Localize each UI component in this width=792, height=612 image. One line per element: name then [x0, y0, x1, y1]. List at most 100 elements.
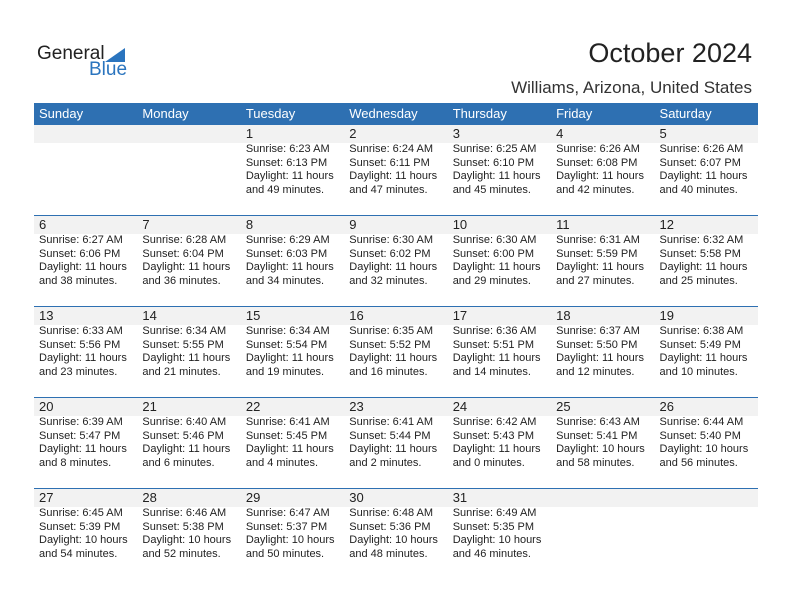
day-cell: 17 Sunrise: 6:36 AM Sunset: 5:51 PM Dayligh…	[448, 307, 551, 379]
day-number: 15	[245, 308, 261, 323]
daylight: Daylight: 11 hours	[142, 261, 231, 274]
week-row: 1 Sunrise: 6:23 AM Sunset: 6:13 PM Daylight…	[34, 125, 758, 215]
daylight-minutes: and 47 minutes.	[349, 183, 428, 196]
day-number: 9	[349, 217, 357, 232]
daylight: Daylight: 11 hours	[556, 352, 644, 365]
weekday-friday: Friday	[556, 106, 593, 121]
day-cell	[34, 125, 137, 197]
day-number: 2	[349, 126, 357, 141]
daylight-minutes: and 14 minutes.	[452, 365, 531, 378]
daylight-minutes: and 21 minutes.	[142, 365, 221, 378]
daylight: Daylight: 11 hours	[452, 352, 541, 365]
week-row: 27 Sunrise: 6:45 AM Sunset: 5:39 PM Dayligh…	[34, 488, 758, 579]
day-number: 12	[659, 217, 674, 232]
sunrise: Sunrise: 6:26 AM	[556, 143, 640, 155]
day-cell: 11 Sunrise: 6:31 AM Sunset: 5:59 PM Dayligh…	[551, 216, 654, 288]
daylight: Daylight: 10 hours	[142, 534, 232, 547]
sunset: Sunset: 5:49 PM	[659, 338, 741, 351]
sunrise: Sunrise: 6:36 AM	[452, 325, 537, 337]
sunset: Sunset: 6:13 PM	[245, 156, 328, 169]
day-number: 4	[556, 126, 564, 141]
daylight: Daylight: 11 hours	[659, 170, 748, 183]
daylight: Daylight: 11 hours	[349, 261, 438, 274]
day-cell: 29 Sunrise: 6:47 AM Sunset: 5:37 PM Dayligh…	[241, 489, 344, 561]
date-band	[34, 307, 758, 325]
daylight-minutes: and 29 minutes.	[452, 274, 531, 287]
day-cell: 26 Sunrise: 6:44 AM Sunset: 5:40 PM Dayligh…	[655, 398, 758, 470]
sunset: Sunset: 6:07 PM	[659, 156, 741, 169]
daylight-minutes: and 4 minutes.	[245, 456, 318, 469]
day-cell: 31 Sunrise: 6:49 AM Sunset: 5:35 PM Dayligh…	[448, 489, 551, 561]
sunrise: Sunrise: 6:39 AM	[39, 416, 123, 428]
sunrise: Sunrise: 6:43 AM	[556, 416, 640, 428]
weekday-monday: Monday	[142, 106, 189, 121]
day-cell: 9 Sunrise: 6:30 AM Sunset: 6:02 PM Daylight…	[344, 216, 447, 288]
day-number: 13	[39, 308, 54, 323]
daylight-minutes: and 16 minutes.	[349, 365, 428, 378]
weekday-sunday: Sunday	[39, 106, 84, 121]
day-number: 11	[556, 217, 570, 232]
sunset: Sunset: 5:41 PM	[556, 429, 638, 442]
day-number: 14	[142, 308, 157, 323]
sunrise: Sunrise: 6:28 AM	[142, 234, 227, 246]
sunrise: Sunrise: 6:42 AM	[452, 416, 537, 428]
day-number: 8	[245, 217, 254, 232]
day-cell: 16 Sunrise: 6:35 AM Sunset: 5:52 PM Dayligh…	[344, 307, 447, 379]
date-band	[34, 125, 758, 143]
day-cell: 10 Sunrise: 6:30 AM Sunset: 6:00 PM Dayligh…	[448, 216, 551, 288]
daylight: Daylight: 11 hours	[349, 352, 438, 365]
sunset: Sunset: 5:36 PM	[349, 520, 431, 533]
day-cell: 5 Sunrise: 6:26 AM Sunset: 6:07 PM Daylight…	[655, 125, 758, 197]
daylight: Daylight: 11 hours	[142, 352, 231, 365]
day-cell: 12 Sunrise: 6:32 AM Sunset: 5:58 PM Dayligh…	[655, 216, 758, 288]
date-band	[34, 216, 758, 234]
daylight-minutes: and 42 minutes.	[556, 183, 635, 196]
daylight-minutes: and 36 minutes.	[142, 274, 221, 287]
sunset: Sunset: 5:40 PM	[659, 429, 741, 442]
sunset: Sunset: 5:55 PM	[142, 338, 224, 351]
daylight-minutes: and 27 minutes.	[556, 274, 635, 287]
sunrise: Sunrise: 6:46 AM	[142, 507, 227, 519]
day-number: 23	[349, 399, 364, 414]
logo-text-general: General	[37, 43, 105, 64]
daylight-minutes: and 45 minutes.	[452, 183, 531, 196]
day-cell: 4 Sunrise: 6:26 AM Sunset: 6:08 PM Daylight…	[551, 125, 654, 197]
sunrise: Sunrise: 6:27 AM	[39, 234, 123, 246]
daylight: Daylight: 11 hours	[245, 170, 334, 183]
sunrise: Sunrise: 6:47 AM	[245, 507, 330, 519]
daylight-minutes: and 25 minutes.	[659, 274, 738, 287]
daylight-minutes: and 58 minutes.	[556, 456, 635, 469]
day-cell: 3 Sunrise: 6:25 AM Sunset: 6:10 PM Daylight…	[448, 125, 551, 197]
sunrise: Sunrise: 6:40 AM	[142, 416, 227, 428]
sunset: Sunset: 5:39 PM	[39, 520, 121, 533]
daylight: Daylight: 11 hours	[556, 261, 644, 274]
sunset: Sunset: 6:02 PM	[349, 247, 431, 260]
daylight-minutes: and 40 minutes.	[659, 183, 738, 196]
daylight-minutes: and 49 minutes.	[245, 183, 325, 196]
sunrise: Sunrise: 6:34 AM	[142, 325, 227, 337]
daylight: Daylight: 11 hours	[452, 261, 541, 274]
sunrise: Sunrise: 6:26 AM	[659, 143, 744, 155]
daylight: Daylight: 11 hours	[556, 170, 644, 183]
sunset: Sunset: 6:11 PM	[349, 156, 430, 169]
sunset: Sunset: 5:51 PM	[452, 338, 535, 351]
day-cell: 20 Sunrise: 6:39 AM Sunset: 5:47 PM Dayligh…	[34, 398, 137, 470]
weekday-header: Sunday Monday Tuesday Wednesday Thursday Frid…	[34, 103, 758, 125]
day-number: 17	[452, 308, 468, 323]
daylight-minutes: and 2 minutes.	[349, 456, 422, 469]
sunset: Sunset: 5:45 PM	[245, 429, 328, 442]
day-cell: 14 Sunrise: 6:34 AM Sunset: 5:55 PM Dayligh…	[137, 307, 240, 379]
day-cell: 7 Sunrise: 6:28 AM Sunset: 6:04 PM Daylight…	[137, 216, 240, 288]
sunset: Sunset: 5:58 PM	[659, 247, 741, 260]
page-title: October 2024	[588, 38, 752, 68]
sunrise: Sunrise: 6:25 AM	[452, 143, 537, 155]
day-number: 6	[39, 217, 47, 232]
day-number: 20	[39, 399, 54, 414]
daylight: Daylight: 10 hours	[452, 534, 542, 547]
daylight-minutes: and 46 minutes.	[452, 547, 531, 560]
week-row: 20 Sunrise: 6:39 AM Sunset: 5:47 PM Dayligh…	[34, 397, 758, 488]
sunset: Sunset: 5:37 PM	[245, 520, 328, 533]
daylight-minutes: and 34 minutes.	[245, 274, 325, 287]
week-row: 13 Sunrise: 6:33 AM Sunset: 5:56 PM Dayligh…	[34, 306, 758, 397]
sunrise: Sunrise: 6:30 AM	[452, 234, 537, 246]
